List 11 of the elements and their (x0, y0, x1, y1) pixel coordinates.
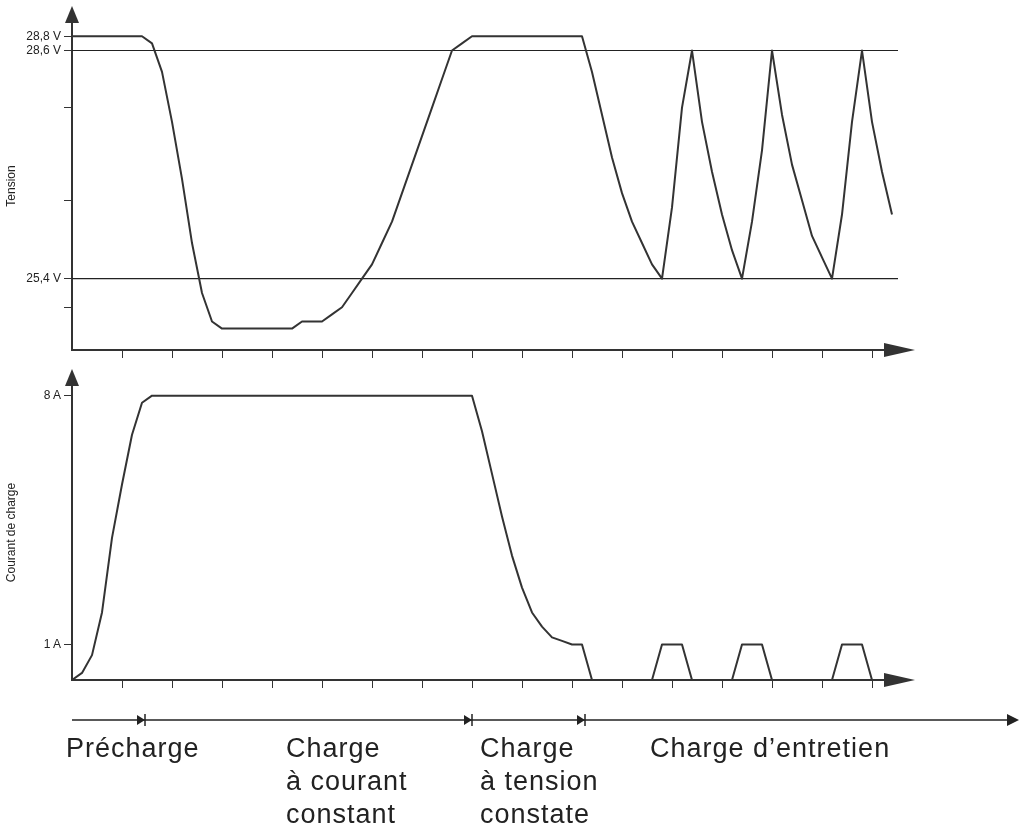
text: Précharge (66, 733, 200, 763)
y-tick-label: 25,4 V (26, 271, 61, 286)
text: Charge à tension constate (480, 732, 600, 831)
y-axis-title: Courant de charge (3, 482, 18, 583)
y-tick-label: 1 A (43, 636, 61, 651)
text: Charge à courant constant (286, 732, 409, 831)
y-tick-label: 8 A (43, 387, 61, 402)
y-tick-label: 28,8 V (26, 28, 61, 43)
y-tick-label: 28,6 V (26, 42, 61, 57)
text: Charge d’entretien (650, 732, 892, 765)
y-axis-title: Tension (3, 165, 18, 207)
